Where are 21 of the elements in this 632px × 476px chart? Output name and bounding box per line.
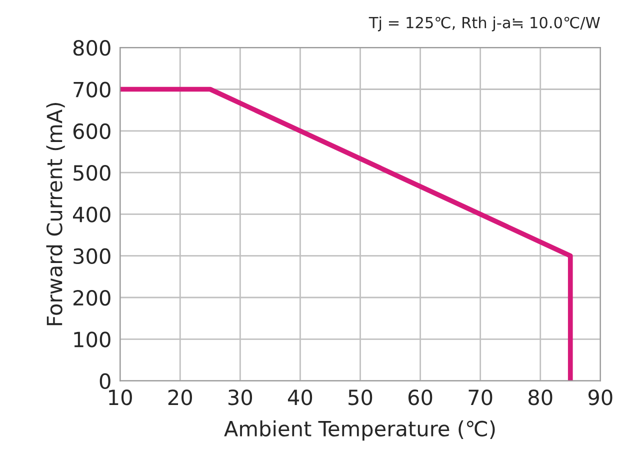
- y-tick-label: 200: [74, 290, 110, 306]
- y-tick-label: 0: [100, 373, 110, 390]
- x-tick-label: 30: [228, 390, 252, 406]
- y-tick-label: 600: [73, 123, 110, 140]
- y-tick-label: 800: [73, 40, 110, 56]
- x-tick-label: 80: [528, 390, 552, 406]
- y-axis-title: Forward Current (mA): [46, 102, 65, 326]
- y-tick-label: 300: [74, 248, 110, 264]
- x-tick-label: 90: [588, 390, 612, 406]
- chart-title: Tj = 125℃, Rth j-a≒ 10.0℃/W: [368, 16, 600, 32]
- x-axis-title: Ambient Temperature (℃): [224, 420, 495, 441]
- y-tick-label: 700: [74, 82, 110, 98]
- x-tick-label: 60: [408, 390, 432, 406]
- y-tick-label: 500: [74, 165, 110, 181]
- x-tick-label: 10: [109, 390, 132, 406]
- y-tick-label: 400: [73, 206, 110, 222]
- x-tick-label: 50: [348, 390, 372, 406]
- y-tick-label: 100: [74, 332, 110, 348]
- x-tick-label: 40: [288, 390, 312, 406]
- x-tick-label: 70: [468, 390, 492, 406]
- x-tick-label: 20: [168, 390, 192, 406]
